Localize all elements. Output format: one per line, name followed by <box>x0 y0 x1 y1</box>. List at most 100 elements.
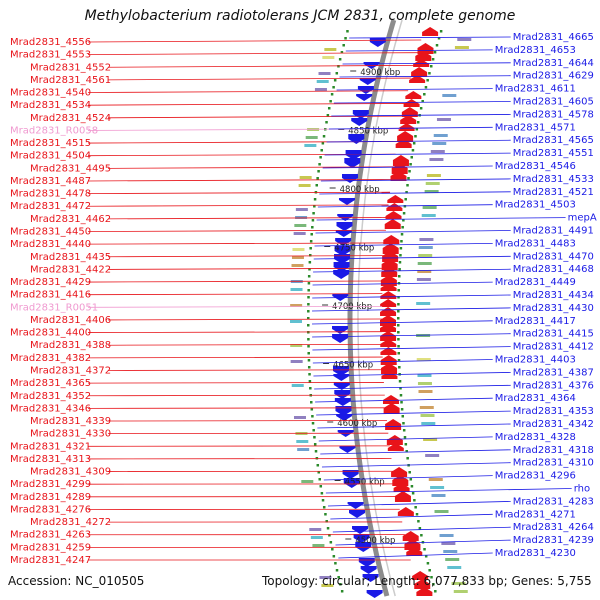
feature-track <box>295 208 308 211</box>
feature-track <box>432 142 447 145</box>
feature-track <box>292 248 305 251</box>
feature-track <box>418 246 433 249</box>
feature-track <box>290 288 303 291</box>
gc-dot <box>310 233 313 236</box>
right-connector <box>312 307 511 312</box>
right-connector <box>314 243 493 247</box>
gc-dot <box>402 422 405 425</box>
feature-track <box>454 46 469 49</box>
feature-track <box>309 528 322 531</box>
gc-dot <box>405 450 408 453</box>
left-gene-label: Mrad2831_4556 <box>10 37 91 48</box>
gc-dot <box>397 317 400 320</box>
left-gene-label: Mrad2831_4276 <box>10 504 91 515</box>
gc-dot <box>311 226 314 229</box>
gc-dot <box>397 289 400 292</box>
left-gene-label: Mrad2831_4552 <box>30 62 111 73</box>
topology-label: Topology: circular; Length: 6,077,833 bp… <box>262 574 592 588</box>
feature-track <box>290 320 303 323</box>
forward-gene <box>383 235 400 244</box>
forward-gene <box>380 307 397 316</box>
feature-track <box>312 544 325 547</box>
left-gene-label: Mrad2831_R0058 <box>10 125 98 136</box>
kbp-label: 4600 kbp <box>337 419 377 429</box>
right-gene-label: Mrad2831_4491 <box>513 226 594 237</box>
left-connector <box>87 103 406 106</box>
forward-gene <box>409 75 426 83</box>
gc-dot <box>319 156 322 159</box>
feature-track <box>417 374 432 377</box>
forward-gene <box>400 115 417 124</box>
gc-dot <box>318 163 321 166</box>
gc-dot <box>401 226 404 229</box>
gc-dot <box>410 485 414 488</box>
feature-track <box>419 238 434 241</box>
gc-dot <box>400 240 403 243</box>
left-gene-label: Mrad2831_4462 <box>30 214 111 225</box>
kbp-label: 4550 kbp <box>345 478 385 488</box>
gc-dot <box>325 520 328 523</box>
gc-dot <box>402 219 405 222</box>
right-gene-label: Mrad2831_4310 <box>513 458 594 469</box>
gc-dot <box>423 548 426 551</box>
right-connector <box>324 152 511 156</box>
right-connector <box>313 372 511 377</box>
right-gene-label: Mrad2831_4653 <box>495 45 576 56</box>
gc-dot <box>307 289 310 292</box>
feature-track <box>291 384 304 387</box>
feature-track <box>424 190 439 193</box>
feature-track <box>425 182 440 185</box>
gc-dot <box>337 65 340 68</box>
reverse-gene <box>332 334 349 343</box>
forward-gene <box>397 131 414 142</box>
forward-gene <box>411 67 428 77</box>
right-gene-label: Mrad2831_4644 <box>513 58 594 69</box>
right-connector <box>312 333 511 338</box>
left-gene-label: Mrad2831_4339 <box>30 416 111 427</box>
gc-dot <box>310 408 314 411</box>
right-gene-label: Mrad2831_4434 <box>513 290 594 301</box>
right-connector <box>312 320 493 325</box>
reverse-gene <box>344 158 361 168</box>
forward-gene <box>416 587 433 596</box>
gc-dot <box>340 51 344 54</box>
left-gene-label: Mrad2831_4435 <box>30 252 111 263</box>
right-connector <box>315 230 511 234</box>
feature-track <box>321 584 334 587</box>
left-gene-label: Mrad2831_4313 <box>10 454 91 465</box>
right-connector <box>314 384 511 390</box>
left-connector <box>107 318 383 321</box>
gc-dot <box>329 100 332 103</box>
kbp-label: 4900 kbp <box>360 68 400 78</box>
forward-gene <box>391 467 408 477</box>
feature-track <box>429 158 444 161</box>
right-connector <box>317 423 511 429</box>
feature-track <box>299 176 312 179</box>
gc-dot <box>313 436 316 439</box>
gc-dot <box>400 233 404 236</box>
reverse-gene <box>349 510 366 518</box>
forward-gene <box>397 507 414 516</box>
feature-track <box>425 454 440 457</box>
left-gene-label: Mrad2831_4330 <box>30 429 111 440</box>
gc-dot <box>432 583 435 586</box>
forward-gene <box>395 139 412 148</box>
left-gene-label: Mrad2831_4504 <box>10 151 91 162</box>
feature-track <box>314 88 327 91</box>
left-gene-label: Mrad2831_4561 <box>30 75 111 86</box>
gc-dot <box>418 527 422 530</box>
gc-dot <box>312 429 315 432</box>
right-connector <box>328 126 493 130</box>
gc-dot <box>397 303 400 306</box>
gc-dot <box>312 212 315 215</box>
forward-gene <box>385 211 402 219</box>
gc-dot <box>403 436 407 439</box>
gc-dot <box>398 366 401 369</box>
gc-dot <box>428 72 431 75</box>
right-gene-label: Mrad2831_4239 <box>513 535 594 546</box>
left-connector <box>107 343 383 346</box>
feature-track <box>298 184 311 187</box>
right-gene-label: Mrad2831_4611 <box>495 84 576 95</box>
left-gene-label: Mrad2831_4259 <box>10 542 91 553</box>
forward-gene <box>380 323 397 332</box>
